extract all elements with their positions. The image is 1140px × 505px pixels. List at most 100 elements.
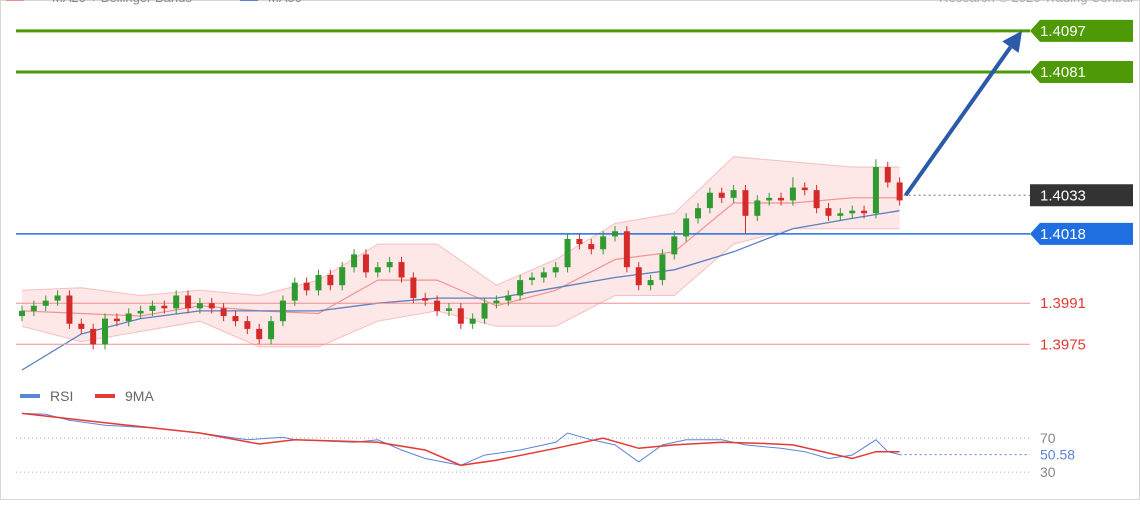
candle-body	[884, 167, 891, 183]
candle-body	[220, 308, 227, 317]
candle-body	[635, 267, 642, 286]
last-value-label: 50.58	[1040, 447, 1075, 463]
candle-body	[481, 303, 488, 319]
level-label: 1.3975	[1040, 336, 1086, 353]
ma50-line	[21, 210, 900, 371]
candle-body	[896, 182, 903, 201]
candle-body	[125, 313, 132, 322]
y-tick-label: 30	[1040, 464, 1056, 480]
main-layer	[19, 159, 903, 467]
legend-label: 9MA	[125, 388, 154, 404]
candle-body	[434, 300, 441, 311]
candle-body	[315, 274, 322, 291]
candle-body	[303, 282, 310, 291]
forecast-arrow	[904, 46, 1013, 197]
candle-body	[588, 244, 595, 250]
candle-body	[19, 310, 25, 317]
candle-body	[849, 210, 856, 214]
legend-label: RSI	[50, 388, 73, 404]
level-badge	[1030, 184, 1133, 207]
forecast-arrowhead	[1002, 30, 1022, 53]
candle-body	[505, 295, 512, 301]
candle-body	[457, 308, 464, 324]
candle-body	[410, 277, 417, 299]
candle-body	[528, 277, 535, 281]
candle-body	[66, 295, 73, 324]
source: Research © 2020 Trading Central	[939, 0, 1133, 5]
candle-body	[256, 328, 263, 340]
candle-body	[706, 192, 713, 209]
candle-body	[742, 190, 749, 216]
candle-body	[778, 197, 785, 201]
candle-body	[374, 267, 381, 273]
candle-body	[872, 167, 879, 214]
candle-body	[327, 274, 334, 286]
candle-body	[339, 267, 346, 286]
candle-body	[730, 190, 737, 198]
candle-body	[185, 295, 192, 309]
candle-body	[173, 295, 180, 309]
candle-body	[42, 300, 49, 306]
candle-body	[647, 280, 654, 286]
candle-body	[754, 200, 761, 216]
candle-body	[564, 238, 571, 268]
candle-body	[398, 262, 405, 278]
legend-label: MA20 + Bollinger Bands	[52, 0, 192, 5]
bollinger-upper	[21, 156, 900, 297]
level-label: 1.4081	[1040, 64, 1086, 81]
candle-body	[113, 318, 120, 322]
bollinger-lower	[21, 228, 900, 348]
candle-body	[766, 197, 773, 201]
candle-body	[552, 267, 559, 273]
candle-body	[362, 254, 369, 273]
candle-body	[671, 236, 678, 255]
candle-body	[469, 318, 476, 324]
candle-body	[208, 303, 215, 309]
candle-body	[279, 300, 286, 322]
candle-body	[386, 262, 393, 268]
candle-body	[137, 310, 144, 314]
candle-body	[54, 295, 61, 301]
candle-body	[422, 298, 429, 301]
candle-body	[78, 323, 85, 329]
candle-body	[813, 190, 820, 209]
candle-body	[861, 210, 868, 214]
candle-body	[517, 280, 524, 296]
candle-body	[825, 208, 832, 216]
candle-body	[351, 254, 358, 268]
candle-body	[90, 328, 97, 345]
ma-line	[21, 412, 900, 467]
level-label: 1.3991	[1040, 295, 1086, 312]
candle-body	[493, 300, 500, 304]
y-tick-label: 70	[1040, 430, 1056, 446]
candle-body	[244, 321, 251, 329]
level-label: 1.4018	[1040, 226, 1086, 243]
bollinger-band	[22, 156, 900, 347]
candle-body	[102, 318, 109, 345]
candle-body	[695, 208, 702, 219]
candle-body	[683, 218, 690, 237]
candle-body	[196, 303, 203, 309]
candle-body	[659, 254, 666, 281]
ma20-line	[21, 197, 900, 317]
candle-body	[232, 316, 239, 322]
candle-body	[268, 321, 275, 340]
candle-body	[837, 213, 844, 216]
candle-body	[718, 192, 725, 198]
candle-body	[623, 231, 630, 268]
candle-body	[789, 187, 796, 201]
candle-body	[540, 272, 547, 278]
level-label: 1.4033	[1040, 187, 1086, 204]
candle-body	[30, 305, 37, 311]
candle-body	[600, 236, 607, 250]
candle-body	[161, 305, 168, 309]
candle-body	[445, 308, 452, 311]
candle-body	[801, 187, 808, 191]
level-label: 1.4097	[1040, 23, 1086, 40]
candle-body	[576, 238, 583, 245]
candle-body	[149, 305, 156, 311]
